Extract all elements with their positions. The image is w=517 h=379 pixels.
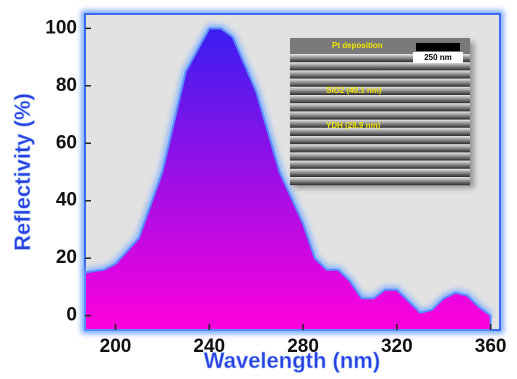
x-tick-label: 240 [193,336,225,357]
scale-bar-label: 250 nm [424,53,452,62]
inset-stripe [290,152,470,160]
inset-label: SiO2 (40.1 nm) [326,86,382,95]
inset-stripe [290,161,470,169]
y-tick-label: 0 [66,305,77,326]
inset-image: Pt deposition 250 nm SiO2 (40.1 nm) YDH … [290,38,474,188]
x-tick-label: 360 [475,336,507,357]
inset-stripe [290,70,470,78]
inset-stripe [290,144,470,152]
chart: Wavelength (nm) Reflectivity (%) Pt depo… [0,0,517,379]
y-tick-label: 80 [56,75,77,96]
inset-stripe [290,95,470,103]
inset-stripe [290,103,470,111]
x-tick-label: 200 [100,336,132,357]
x-tick-label: 280 [287,336,319,357]
inset-stripe [290,62,470,70]
inset-stripe [290,136,470,144]
inset-title: Pt deposition [332,41,383,50]
inset-stripe [290,177,470,185]
y-tick-label: 60 [56,132,77,153]
inset-stripe [290,111,470,119]
y-tick-label: 40 [56,190,77,211]
y-tick-label: 100 [45,17,77,38]
x-tick-label: 320 [381,336,413,357]
y-tick-label: 20 [56,247,77,268]
y-axis-title: Reflectivity (%) [10,93,35,251]
inset-stripe [290,169,470,177]
inset-label: YDH (28.9 nm) [326,121,381,130]
